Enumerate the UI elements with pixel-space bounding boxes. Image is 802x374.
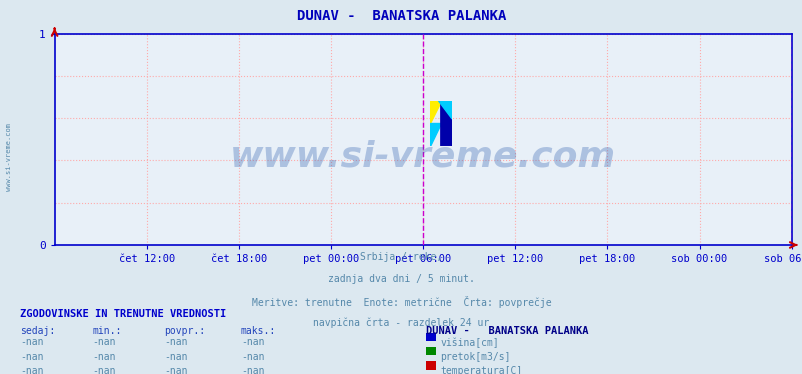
Text: sedaj:: sedaj: (20, 326, 55, 336)
Text: Meritve: trenutne  Enote: metrične  Črta: povprečje: Meritve: trenutne Enote: metrične Črta: … (251, 296, 551, 308)
Text: -nan: -nan (164, 366, 188, 374)
Text: povpr.:: povpr.: (164, 326, 205, 336)
Text: navpična črta - razdelek 24 ur: navpična črta - razdelek 24 ur (313, 318, 489, 328)
Text: maks.:: maks.: (241, 326, 276, 336)
Text: min.:: min.: (92, 326, 122, 336)
Text: DUNAV -  BANATSKA PALANKA: DUNAV - BANATSKA PALANKA (297, 9, 505, 23)
Polygon shape (440, 101, 452, 146)
Text: -nan: -nan (20, 352, 43, 362)
Text: -nan: -nan (241, 337, 264, 347)
Text: -nan: -nan (20, 337, 43, 347)
Polygon shape (429, 101, 440, 123)
Text: -nan: -nan (164, 352, 188, 362)
Text: višina[cm]: višina[cm] (439, 337, 498, 348)
Text: temperatura[C]: temperatura[C] (439, 366, 521, 374)
Text: -nan: -nan (92, 352, 115, 362)
Text: -nan: -nan (241, 352, 264, 362)
Polygon shape (438, 101, 452, 119)
Text: -nan: -nan (164, 337, 188, 347)
Text: ZGODOVINSKE IN TRENUTNE VREDNOSTI: ZGODOVINSKE IN TRENUTNE VREDNOSTI (20, 309, 226, 319)
Text: -nan: -nan (241, 366, 264, 374)
Text: zadnja dva dni / 5 minut.: zadnja dva dni / 5 minut. (328, 274, 474, 284)
Text: -nan: -nan (92, 337, 115, 347)
Text: pretok[m3/s]: pretok[m3/s] (439, 352, 510, 362)
Polygon shape (429, 123, 440, 146)
Text: -nan: -nan (92, 366, 115, 374)
Text: Srbija / reke,: Srbija / reke, (360, 252, 442, 263)
Text: DUNAV -   BANATSKA PALANKA: DUNAV - BANATSKA PALANKA (425, 326, 587, 336)
Text: www.si-vreme.com: www.si-vreme.com (230, 139, 615, 173)
Text: -nan: -nan (20, 366, 43, 374)
Text: www.si-vreme.com: www.si-vreme.com (6, 123, 12, 191)
